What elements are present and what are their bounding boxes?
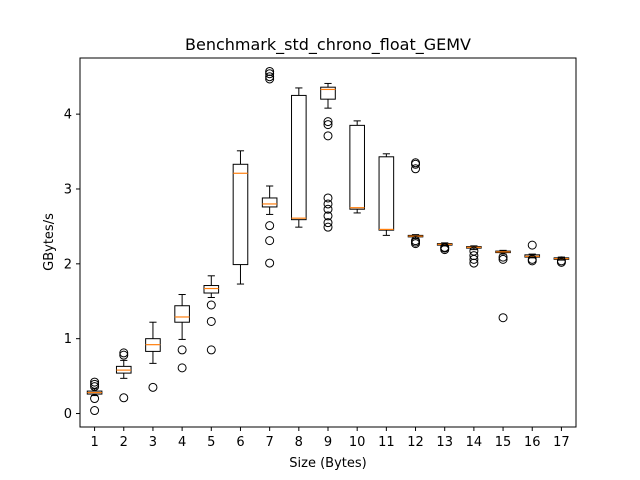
box-9 — [320, 82, 336, 232]
y-tick-label: 1 — [64, 332, 72, 347]
outlier-point — [90, 382, 100, 392]
iqr-box — [203, 285, 220, 294]
x-axis-label: Size (Bytes) — [289, 456, 366, 471]
x-tick-label: 4 — [178, 435, 186, 450]
box-5 — [203, 275, 220, 355]
outlier-point — [265, 236, 275, 246]
x-tick-label: 6 — [236, 435, 244, 450]
outlier-point — [265, 258, 275, 268]
y-tick-label: 2 — [64, 257, 72, 272]
box-8 — [291, 87, 307, 228]
box-6 — [232, 150, 249, 285]
x-tick-label: 5 — [207, 435, 215, 450]
outlier-point — [527, 240, 537, 250]
outlier-point — [90, 394, 100, 404]
outlier-point — [323, 120, 333, 130]
outlier-point — [119, 350, 129, 360]
x-tick-label: 15 — [495, 435, 512, 450]
outlier-point — [323, 211, 333, 221]
outlier-point — [265, 69, 275, 79]
x-tick-label: 13 — [436, 435, 453, 450]
box-12 — [407, 158, 424, 249]
chart-marks — [86, 66, 570, 416]
iqr-box — [349, 124, 365, 210]
outlier-point — [411, 164, 421, 174]
y-axis-label: GBytes/s — [42, 213, 57, 271]
iqr-box — [291, 94, 307, 221]
outlier-point — [469, 251, 479, 261]
plot-area — [80, 58, 576, 427]
outlier-point — [323, 117, 333, 127]
x-tick-label: 12 — [407, 435, 424, 450]
outlier-point — [411, 236, 421, 246]
outlier-point — [177, 345, 187, 355]
x-tick-label: 14 — [466, 435, 483, 450]
box-14 — [466, 245, 482, 268]
outlier-point — [323, 222, 333, 232]
x-tick-label: 7 — [266, 435, 274, 450]
outlier-point — [265, 74, 275, 84]
outlier-point — [323, 218, 333, 228]
outlier-point — [469, 246, 479, 256]
outlier-point — [90, 406, 100, 416]
outlier-point — [498, 313, 508, 323]
outlier-point — [148, 382, 158, 392]
outlier-point — [265, 221, 275, 231]
plot-frame — [79, 57, 577, 428]
outlier-point — [323, 204, 333, 214]
outlier-point — [556, 256, 566, 266]
outlier-point — [90, 377, 100, 387]
x-tick-label: 8 — [295, 435, 303, 450]
outlier-point — [440, 242, 450, 252]
outlier-point — [119, 393, 129, 403]
x-tick-label: 2 — [120, 435, 128, 450]
y-tick-label: 0 — [64, 407, 72, 422]
outlier-point — [323, 199, 333, 209]
outlier-point — [90, 379, 100, 389]
chart-title: Benchmark_std_chrono_float_GEMV — [185, 35, 471, 55]
outlier-point — [498, 252, 508, 262]
iqr-box — [174, 305, 190, 323]
y-tick-label: 3 — [64, 182, 72, 197]
box-13 — [436, 242, 453, 255]
box-17 — [553, 256, 570, 267]
box-3 — [145, 321, 161, 392]
outlier-point — [206, 316, 216, 326]
outlier-point — [206, 300, 216, 310]
outlier-point — [119, 348, 129, 358]
iqr-box — [320, 86, 336, 100]
y-tick-label: 4 — [64, 108, 72, 123]
x-tick-label: 9 — [324, 435, 332, 450]
x-tick-label: 1 — [90, 435, 98, 450]
outlier-point — [265, 72, 275, 82]
outlier-point — [323, 131, 333, 141]
outlier-point — [527, 254, 537, 264]
box-7 — [261, 66, 278, 268]
outlier-point — [265, 66, 275, 76]
box-15 — [495, 249, 511, 323]
outlier-point — [177, 363, 187, 373]
outlier-point — [323, 193, 333, 203]
box-1 — [86, 377, 103, 416]
x-tick-label: 16 — [524, 435, 541, 450]
box-11 — [378, 153, 395, 236]
outlier-point — [411, 158, 421, 168]
x-tick-label: 3 — [149, 435, 157, 450]
x-tick-label: 17 — [553, 435, 570, 450]
iqr-box — [232, 163, 249, 266]
iqr-box — [378, 156, 395, 231]
outlier-point — [498, 254, 508, 264]
outlier-point — [469, 258, 479, 268]
x-tick-label: 11 — [378, 435, 395, 450]
box-4 — [174, 294, 190, 373]
iqr-box — [261, 197, 278, 208]
box-10 — [349, 120, 365, 214]
box-2 — [115, 348, 132, 403]
x-tick-label: 10 — [349, 435, 366, 450]
outlier-point — [206, 345, 216, 355]
box-16 — [524, 240, 541, 266]
